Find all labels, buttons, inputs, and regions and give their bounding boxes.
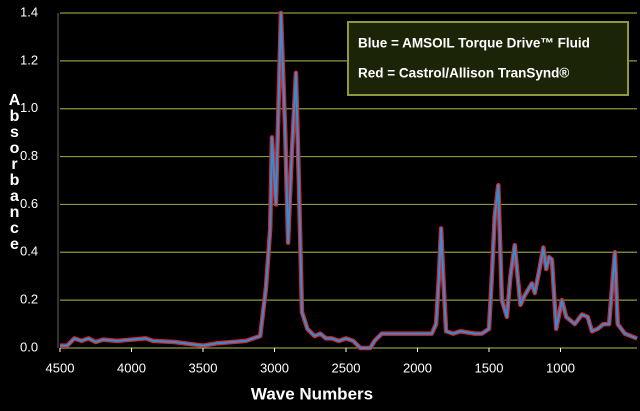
legend-text: Blue = AMSOIL Torque Drive™ Fluid: [358, 36, 590, 51]
y-tick-label: 1.0: [20, 100, 38, 115]
legend-box: [347, 21, 629, 96]
y-tick-label: 1.4: [20, 4, 38, 19]
x-axis-label: Wave Numbers: [251, 384, 373, 403]
legend: Blue = AMSOIL Torque Drive™ Fluid Red = C…: [347, 21, 629, 96]
x-tick-label: 3500: [189, 360, 218, 375]
x-tick-label: 4000: [117, 360, 146, 375]
x-tick-label: 4500: [46, 360, 75, 375]
y-tick-label: 0.8: [20, 148, 38, 163]
x-tick-label: 1000: [546, 360, 575, 375]
y-tick-label: 0.2: [20, 292, 38, 307]
x-tick-label: 1500: [475, 360, 504, 375]
y-axis-label: Absorbance: [6, 92, 23, 252]
series-line: [60, 12, 638, 349]
x-tick-label: 3000: [260, 360, 289, 375]
y-tick-label: 0.0: [20, 339, 38, 354]
legend-text: Red = Castrol/Allison TranSynd®: [358, 66, 569, 81]
y-tick-label: 0.6: [20, 196, 38, 211]
y-tick-label: 0.4: [20, 244, 38, 259]
x-tick-label: 2500: [332, 360, 361, 375]
x-tick-label: 2000: [403, 360, 432, 375]
y-tick-label: 1.2: [20, 52, 38, 67]
